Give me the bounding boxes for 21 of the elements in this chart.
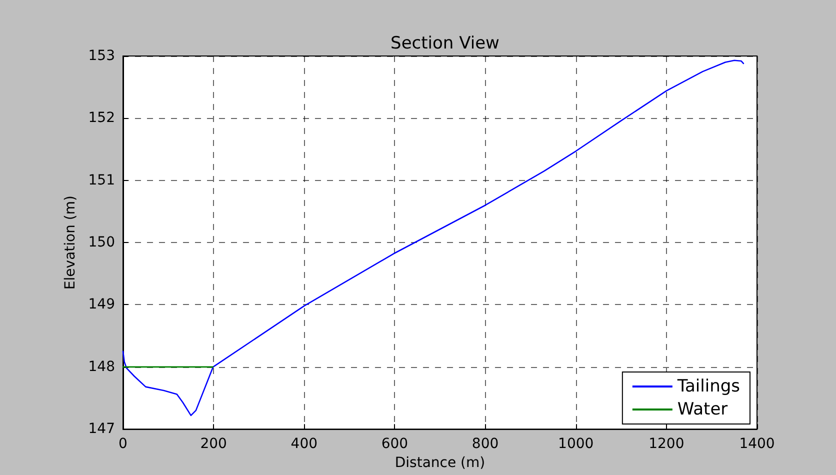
legend-label: Tailings <box>676 376 740 396</box>
x-tick-label: 1400 <box>739 436 775 452</box>
y-tick-label: 152 <box>88 110 115 126</box>
y-tick-label: 153 <box>88 48 115 64</box>
x-tick-label: 400 <box>290 436 318 452</box>
x-tick-label: 1200 <box>648 436 684 452</box>
x-tick-label: 600 <box>381 436 408 452</box>
y-tick-label: 147 <box>88 421 115 438</box>
y-tick-label: 150 <box>88 234 115 251</box>
y-tick-label: 148 <box>88 358 115 375</box>
x-tick-label: 1000 <box>558 436 594 452</box>
x-tick-label: 200 <box>200 436 227 452</box>
x-tick-label: 0 <box>118 436 128 452</box>
x-tick-label: 800 <box>472 436 499 452</box>
x-axis-title: Distance (m) <box>394 455 486 471</box>
y-tick-label: 151 <box>88 172 115 188</box>
line-series <box>122 60 744 416</box>
y-axis-title: Elevation (m) <box>62 196 78 290</box>
chart-title: Section View <box>390 34 500 54</box>
legend-label: Water <box>677 400 728 420</box>
y-tick-label: 149 <box>88 296 115 313</box>
